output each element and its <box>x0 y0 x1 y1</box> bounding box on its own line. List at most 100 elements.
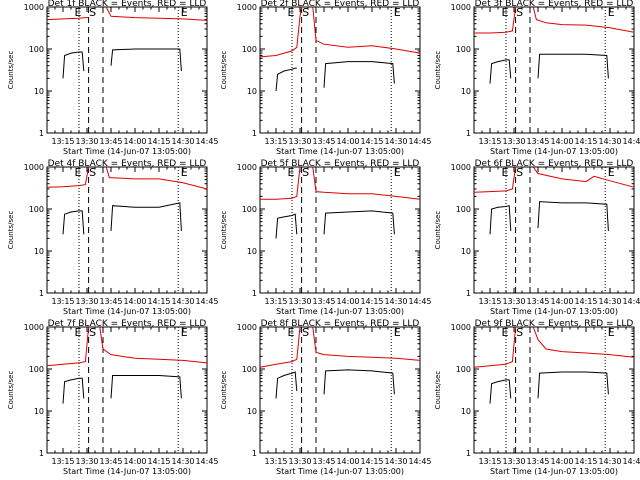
y-tick-label: 100 <box>29 205 44 214</box>
x-axis-label: Start Time (14-Jun-07 13:05:00) <box>63 147 191 156</box>
y-tick-label: 1000 <box>451 3 471 12</box>
x-tick-label: 13:30 <box>75 457 98 466</box>
y-tick-label: 1 <box>466 129 471 138</box>
x-axis-label: Start Time (14-Jun-07 13:05:00) <box>490 147 618 156</box>
x-tick-label: 14:00 <box>550 137 573 146</box>
time-marker-label: E <box>181 326 188 339</box>
chart-title: Det 9f BLACK = Events, RED = LLD <box>475 319 634 329</box>
x-tick-label: 13:30 <box>288 297 311 306</box>
x-tick-label: 13:30 <box>502 297 525 306</box>
y-tick-label: 1 <box>252 289 257 298</box>
time-marker-label: S <box>302 6 309 19</box>
x-tick-label: 13:45 <box>526 137 549 146</box>
plot-frame <box>473 6 635 134</box>
x-tick-label: 13:30 <box>502 457 525 466</box>
x-tick-label: 14:30 <box>384 457 407 466</box>
x-tick-label: 13:30 <box>502 137 525 146</box>
x-tick-label: 14:30 <box>384 137 407 146</box>
plot-frame <box>473 166 635 294</box>
events-series-line <box>489 205 512 235</box>
time-marker-label: E <box>75 166 82 179</box>
x-tick-label: 14:00 <box>123 297 146 306</box>
events-series-line <box>275 213 298 239</box>
events-series-line <box>275 67 297 92</box>
y-axis-label: Counts/sec <box>7 211 15 250</box>
y-tick-label: 100 <box>456 205 471 214</box>
lld-series-line <box>105 6 208 21</box>
lld-series-line <box>46 166 90 188</box>
y-tick-label: 1 <box>39 449 44 458</box>
chart-panel-7: Det 7f BLACK = Events, RED = LLD 1 10 100 10… <box>7 319 219 476</box>
y-tick-label: 1000 <box>237 163 257 172</box>
x-tick-label: 13:15 <box>51 297 74 306</box>
x-tick-label: 14:15 <box>147 297 170 306</box>
x-tick-label: 13:15 <box>51 457 74 466</box>
x-tick-label: 14:00 <box>123 137 146 146</box>
lld-series-line <box>474 6 517 34</box>
x-tick-label: 14:30 <box>598 297 621 306</box>
y-tick-label: 10 <box>34 407 44 416</box>
x-tick-label: 13:15 <box>264 297 287 306</box>
x-tick-label: 14:15 <box>147 457 170 466</box>
time-marker-label: S <box>302 326 309 339</box>
x-tick-label: 14:30 <box>171 297 194 306</box>
time-marker-label: E <box>608 166 615 179</box>
events-series-line <box>323 61 395 88</box>
time-marker-label: S <box>89 326 96 339</box>
chart-panel-3: Det 3f BLACK = Events, RED = LLD 1 10 100 10… <box>434 0 640 156</box>
x-axis-label: Start Time (14-Jun-07 13:05:00) <box>276 307 404 316</box>
x-tick-label: 13:15 <box>478 457 501 466</box>
y-tick-label: 10 <box>247 247 257 256</box>
plot-frame <box>473 326 635 454</box>
time-marker-label: E <box>288 326 295 339</box>
x-tick-label: 14:45 <box>408 137 431 146</box>
y-tick-label: 1 <box>39 289 44 298</box>
x-tick-label: 13:45 <box>526 457 549 466</box>
chart-panel-4: Det 4f BLACK = Events, RED = LLD 1 10 100 10… <box>7 159 219 316</box>
time-marker-label: E <box>75 326 82 339</box>
x-tick-label: 13:45 <box>312 457 335 466</box>
lld-series-line <box>105 166 208 190</box>
y-tick-label: 100 <box>29 365 44 374</box>
x-axis-label: Start Time (14-Jun-07 13:05:00) <box>276 467 404 476</box>
chart-title: Det 8f BLACK = Events, RED = LLD <box>261 319 420 329</box>
x-tick-label: 14:00 <box>336 137 359 146</box>
x-tick-label: 14:15 <box>574 297 597 306</box>
chart-title: Det 6f BLACK = Events, RED = LLD <box>475 159 634 169</box>
x-tick-label: 13:15 <box>264 137 287 146</box>
x-tick-label: 14:45 <box>622 457 640 466</box>
y-tick-label: 1 <box>466 449 471 458</box>
x-tick-label: 14:00 <box>123 457 146 466</box>
events-series-line <box>110 375 182 399</box>
x-tick-label: 13:30 <box>288 457 311 466</box>
chart-title: Det 2f BLACK = Events, RED = LLD <box>261 0 420 9</box>
y-axis-label: Counts/sec <box>220 51 228 90</box>
x-tick-label: 14:30 <box>598 137 621 146</box>
y-axis-label: Counts/sec <box>220 371 228 410</box>
y-tick-label: 10 <box>247 407 257 416</box>
y-tick-label: 100 <box>242 365 257 374</box>
time-marker-label: E <box>608 326 615 339</box>
y-tick-label: 1 <box>252 449 257 458</box>
events-series-line <box>62 210 85 235</box>
events-series-line <box>537 201 609 232</box>
y-tick-label: 1000 <box>237 323 257 332</box>
chart-panel-2: Det 2f BLACK = Events, RED = LLD 1 10 100 10… <box>220 0 432 156</box>
events-series-line <box>110 202 182 232</box>
events-series-line <box>489 59 512 84</box>
lld-series-line <box>259 326 301 368</box>
x-tick-label: 13:45 <box>312 137 335 146</box>
x-tick-label: 13:15 <box>51 137 74 146</box>
x-tick-label: 13:15 <box>478 297 501 306</box>
time-marker-label: E <box>181 166 188 179</box>
chart-panel-1: Det 1f BLACK = Events, RED = LLD 1 10 100 10… <box>7 0 219 156</box>
time-marker-label: E <box>608 6 615 19</box>
plot-frame <box>46 326 208 454</box>
chart-title: Det 7f BLACK = Events, RED = LLD <box>48 319 207 329</box>
y-tick-label: 1000 <box>451 323 471 332</box>
x-tick-label: 14:15 <box>574 457 597 466</box>
x-tick-label: 13:45 <box>312 297 335 306</box>
x-tick-label: 14:30 <box>171 457 194 466</box>
events-series-line <box>110 48 182 72</box>
x-tick-label: 14:15 <box>360 297 383 306</box>
